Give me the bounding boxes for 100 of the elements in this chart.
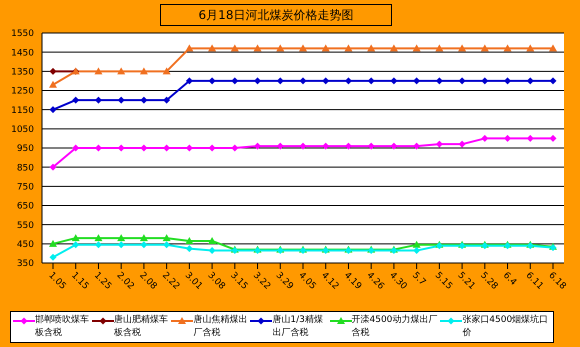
point <box>230 44 239 52</box>
point <box>300 142 306 150</box>
point <box>549 44 557 52</box>
y-tick-label: 850 <box>16 163 34 174</box>
point <box>163 144 170 152</box>
point <box>300 77 306 84</box>
point <box>322 44 330 52</box>
point <box>504 44 512 52</box>
point <box>186 144 193 152</box>
y-tick-label: 1250 <box>11 86 34 97</box>
point <box>367 44 376 52</box>
point <box>208 236 216 244</box>
point <box>436 77 443 84</box>
point <box>50 164 56 171</box>
point <box>231 144 238 152</box>
point <box>276 142 284 150</box>
legend-label: 开滦4500动力煤出厂含税 <box>352 314 438 340</box>
point <box>72 144 80 152</box>
point <box>481 134 488 142</box>
point <box>344 77 352 84</box>
point <box>94 96 102 104</box>
point <box>49 240 57 247</box>
point <box>72 96 80 104</box>
point <box>94 234 102 242</box>
y-tick-label: 1150 <box>11 106 34 116</box>
legend-label: 唐山肥精煤车板含税 <box>114 314 170 340</box>
y-tick-label: 350 <box>16 259 34 270</box>
chart-title: 6月18日河北煤炭价格走势图 <box>160 4 392 26</box>
point <box>50 68 56 75</box>
legend-label: 张家口4500烟煤坑口价 <box>462 314 550 340</box>
point <box>276 44 284 52</box>
x-tick-label: 6.4 <box>500 270 518 288</box>
point <box>72 241 80 248</box>
y-tick-label: 550 <box>16 220 34 231</box>
point <box>162 234 171 242</box>
y-tick-label: 1350 <box>11 68 34 78</box>
y-tick-label: 650 <box>16 202 34 212</box>
point <box>163 96 170 104</box>
point <box>390 77 398 84</box>
point <box>368 77 375 84</box>
point <box>231 77 238 84</box>
point <box>550 134 556 142</box>
point <box>413 142 420 150</box>
legend-label: 邯郸喷吹煤车板含税 <box>35 314 90 340</box>
point <box>368 142 375 150</box>
point <box>412 240 421 248</box>
point <box>94 67 102 74</box>
point <box>140 67 148 74</box>
point <box>390 142 398 150</box>
point <box>72 234 80 242</box>
point <box>458 140 466 148</box>
point <box>390 44 398 52</box>
point <box>50 106 56 114</box>
point <box>208 44 216 52</box>
point <box>140 96 148 104</box>
point <box>118 241 125 248</box>
point <box>140 234 148 242</box>
point <box>117 67 126 74</box>
point <box>480 44 489 52</box>
point <box>185 44 194 52</box>
point <box>254 142 262 150</box>
point <box>140 241 148 248</box>
point <box>344 142 352 150</box>
point <box>118 144 125 152</box>
y-tick-label: 750 <box>16 182 34 193</box>
point <box>504 134 512 142</box>
point <box>254 77 262 84</box>
point <box>435 44 444 52</box>
point <box>118 96 125 104</box>
point <box>412 44 421 52</box>
point <box>526 44 534 52</box>
legend-label: 唐山焦精煤出厂含税 <box>193 314 248 340</box>
point <box>186 245 193 252</box>
y-tick-label: 1050 <box>11 125 34 136</box>
point <box>185 236 194 244</box>
x-tick-label: 5.7 <box>410 270 428 288</box>
point <box>481 77 488 84</box>
point <box>276 77 284 84</box>
point <box>50 254 56 261</box>
point <box>117 234 126 242</box>
y-tick-label: 950 <box>16 144 34 154</box>
point <box>413 247 420 254</box>
point <box>344 44 352 52</box>
point <box>162 67 171 74</box>
point <box>504 77 512 84</box>
point <box>208 77 216 84</box>
point <box>458 77 466 84</box>
y-tick-label: 450 <box>16 240 34 250</box>
point <box>163 241 170 248</box>
point <box>458 44 466 52</box>
point <box>526 134 534 142</box>
y-tick-label: 1450 <box>11 48 34 58</box>
y-tick-label: 1550 <box>11 29 34 40</box>
point <box>322 142 330 150</box>
point <box>550 77 556 84</box>
point <box>49 80 57 88</box>
point <box>322 77 330 84</box>
point <box>299 44 307 52</box>
point <box>413 77 420 84</box>
point <box>254 44 262 52</box>
